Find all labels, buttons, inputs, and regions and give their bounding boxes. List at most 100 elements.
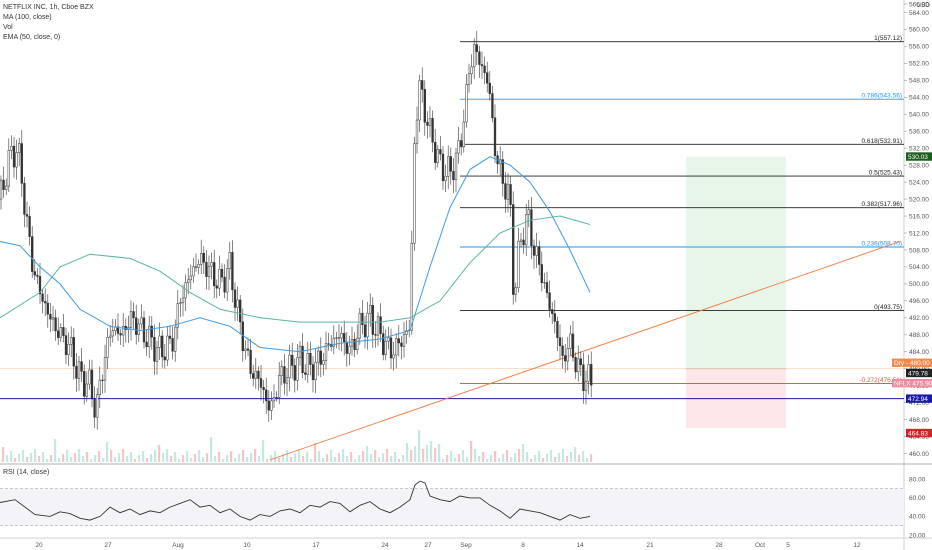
time-tick-label: 8 [521, 542, 525, 549]
candle-body [33, 271, 36, 276]
candle-body [181, 297, 185, 303]
candle-body [371, 304, 374, 335]
volume-bar [422, 449, 425, 462]
volume-bar [346, 456, 349, 462]
candle-body [363, 324, 367, 338]
volume-bar [234, 458, 237, 462]
candle-body [392, 354, 395, 359]
price-tick-label: 520.00 [909, 196, 929, 203]
volume-bar [362, 451, 365, 462]
candle-body [319, 350, 322, 365]
price-tag-bg [892, 378, 932, 388]
volume-bar [486, 459, 489, 462]
time-tick-label: Oct [755, 542, 765, 549]
rsi-tick-label: 60.00 [909, 495, 926, 502]
candle-body [311, 364, 315, 381]
candle-body [296, 357, 299, 381]
target-zone [686, 156, 786, 369]
volume-bar [146, 458, 149, 462]
candle-body [200, 253, 203, 265]
candle-body [197, 264, 200, 268]
time-tick-label: 14 [576, 542, 584, 549]
volume-bar [438, 444, 441, 462]
time-tick-label: 12 [853, 542, 861, 549]
price-tick-label: 504.00 [909, 264, 929, 271]
fib-level-label: 0(493.75) [874, 304, 902, 311]
volume-bar [202, 457, 205, 462]
candle-body [322, 360, 325, 365]
volume-bar [150, 454, 153, 462]
volume-bar [74, 453, 77, 462]
volume-bar [246, 457, 249, 462]
candle-body [132, 311, 135, 319]
candle-body [259, 378, 263, 388]
candle-body [569, 333, 572, 349]
volume-bar [386, 449, 389, 462]
volume-bar [178, 459, 181, 462]
candle-body [158, 335, 161, 348]
candle-body [20, 143, 23, 184]
candle-body [387, 337, 390, 342]
candle-body [215, 285, 218, 289]
volume-bar [122, 449, 125, 462]
time-tick-label: 28 [715, 542, 723, 549]
candle-body [187, 279, 190, 283]
volume-bars [2, 430, 593, 462]
volume-bar [154, 450, 157, 462]
candle-body [350, 338, 354, 347]
volume-bar [58, 458, 61, 462]
candle-body [553, 313, 556, 322]
candle-body [64, 335, 68, 355]
candle-body [205, 262, 208, 277]
volume-bar [566, 456, 569, 462]
candle-body [504, 183, 507, 200]
price-tick-label: 492.00 [909, 315, 929, 322]
candle-body [67, 344, 70, 355]
candle-body [439, 149, 442, 155]
candle-body [59, 327, 62, 338]
volume-bar [358, 455, 361, 462]
price-tick-label: 566.00 [909, 1, 929, 8]
volume-bar [318, 451, 321, 462]
fib-level-label: 1(557.12) [874, 35, 902, 42]
candle-body [168, 335, 172, 339]
candle-body [369, 304, 372, 314]
candle-body [155, 347, 159, 362]
candle-body [483, 65, 486, 73]
candle-body [98, 379, 101, 396]
volume-bar [590, 454, 593, 462]
fib-level-label: 0.382(517.96) [862, 201, 902, 208]
volume-bar [550, 450, 553, 462]
candle-body [306, 353, 309, 375]
volume-bar [294, 453, 297, 462]
candle-body [566, 348, 569, 362]
candle-body [93, 398, 96, 418]
volume-bar [210, 437, 213, 462]
candle-body [101, 379, 104, 381]
time-tick-label: 27 [424, 542, 432, 549]
price-tick-label: 560.00 [909, 27, 929, 34]
candle-body [366, 312, 369, 338]
candle-body [444, 176, 447, 182]
legend-ema: EMA (50, close, 0) [3, 34, 61, 41]
volume-bar [10, 451, 13, 462]
rsi-pane: 80.00 60.00 40.00 20.00 [0, 477, 926, 539]
candle-body [345, 341, 348, 354]
volume-bar [102, 458, 105, 462]
candle-body [85, 383, 88, 397]
price-tick-label: 536.00 [909, 129, 929, 136]
candle-body [493, 117, 497, 156]
candle-body [335, 337, 338, 339]
candle-body [31, 236, 34, 272]
time-tick-label: Aug [172, 542, 184, 549]
candle-body [395, 338, 398, 356]
volume-bar [538, 451, 541, 462]
volume-bar [274, 451, 277, 462]
candle-body [324, 343, 328, 361]
price-tick-label: 528.00 [909, 162, 929, 169]
time-tick-label: 27 [104, 542, 112, 549]
price-tag-label: NFLX 475.90 [894, 381, 932, 388]
legend-symbol: NETFLIX INC, 1h, Cboe BZX [3, 4, 94, 11]
rsi-tick-label: 20.00 [909, 532, 926, 539]
